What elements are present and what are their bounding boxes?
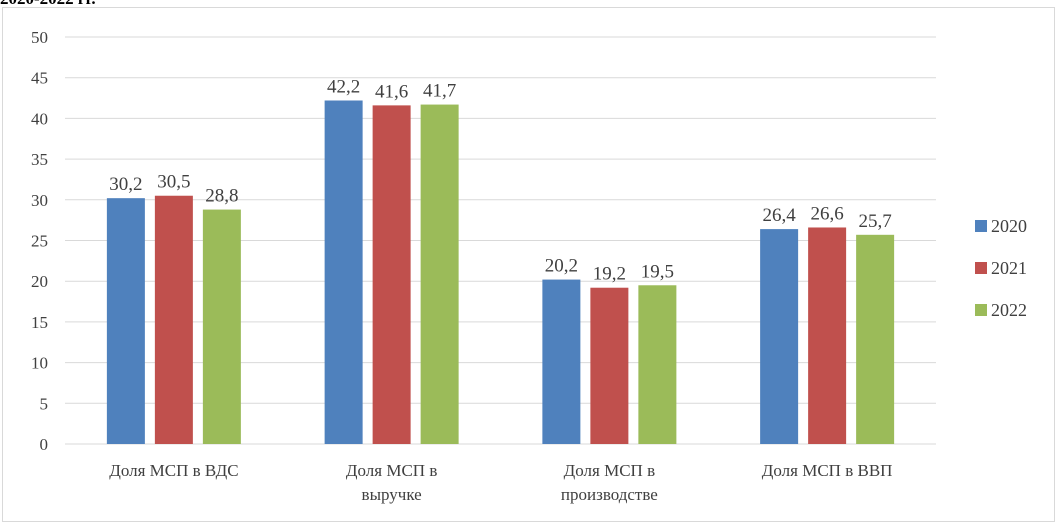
bar [542,279,581,444]
legend-label: 2021 [991,258,1027,278]
y-tick-label: 25 [31,232,48,251]
x-category-label: выручке [362,485,422,504]
data-label: 41,7 [423,81,456,102]
bar [638,285,677,444]
bar [420,104,459,444]
y-tick-label: 30 [31,191,48,210]
bar [808,227,847,444]
legend-swatch [975,262,987,274]
data-label: 30,5 [157,172,190,193]
bar [106,198,145,444]
chart-caption: 2020-2022 гг. [0,0,96,9]
data-label: 41,6 [375,81,408,102]
bar [760,229,799,444]
data-label: 28,8 [205,186,238,207]
bar [324,100,363,444]
data-label: 19,5 [641,261,674,282]
x-category-label: Доля МСП в [346,461,437,480]
bar [590,287,629,444]
y-tick-label: 20 [31,272,48,291]
legend-label: 2020 [991,216,1027,236]
bar [202,209,241,444]
y-tick-label: 10 [31,354,48,373]
data-label: 42,2 [327,76,360,97]
x-category-label: Доля МСП в ВДС [109,461,238,480]
data-label: 25,7 [859,211,892,232]
y-tick-label: 40 [31,109,48,128]
y-tick-label: 15 [31,313,48,332]
y-tick-label: 5 [40,394,49,413]
data-label: 30,2 [109,174,142,195]
y-tick-label: 45 [31,69,48,88]
data-label: 26,4 [763,205,797,226]
legend-swatch [975,304,987,316]
legend-swatch [975,220,987,232]
x-category-label: производстве [561,485,658,504]
legend-label: 2022 [991,300,1027,320]
x-category-label: Доля МСП в ВВП [762,461,893,480]
bar [154,195,193,444]
data-label: 20,2 [545,256,578,277]
data-label: 26,6 [811,203,844,224]
bar [372,105,411,444]
x-category-label: Доля МСП в [564,461,655,480]
y-tick-label: 35 [31,150,48,169]
bar [856,234,895,444]
data-label: 19,2 [593,264,626,285]
y-tick-label: 0 [40,435,49,454]
y-tick-label: 50 [31,28,48,47]
